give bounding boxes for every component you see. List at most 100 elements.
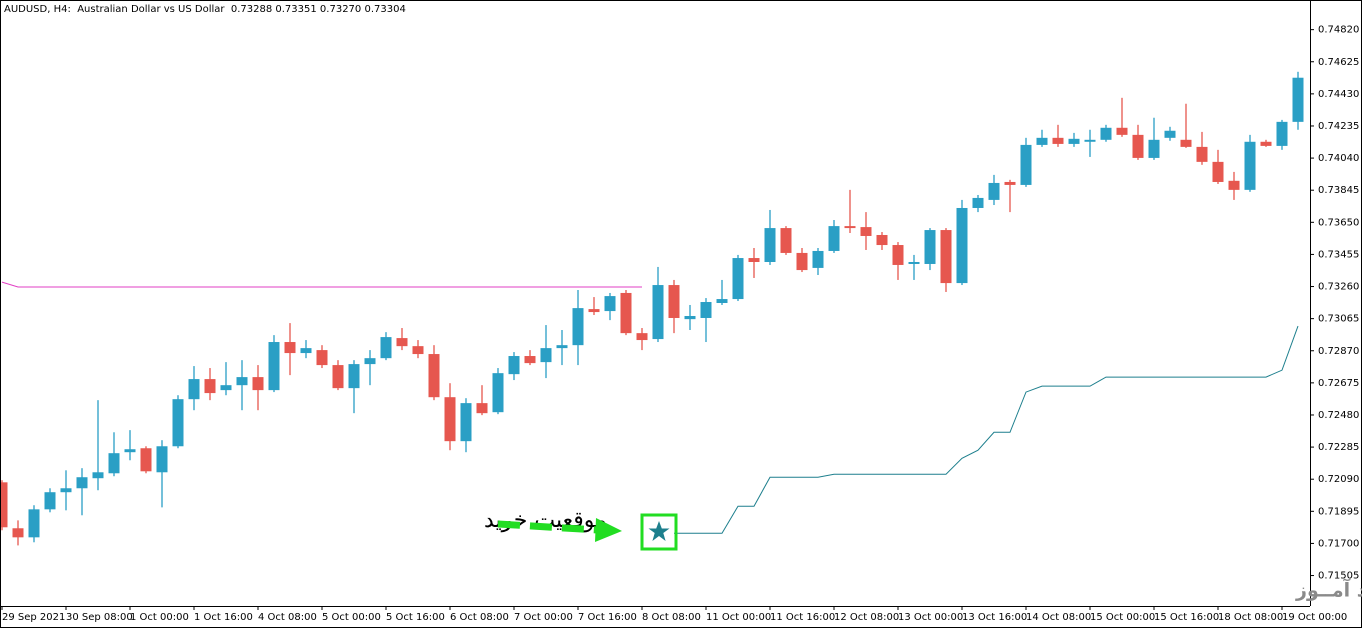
candle-body [412, 346, 424, 355]
plot-area [1, 71, 1304, 546]
y-tick-label: 0.71895 [1318, 506, 1359, 517]
candle-body [796, 252, 808, 271]
candle-body [364, 358, 376, 365]
candle-body [540, 348, 552, 363]
marker-box [640, 513, 678, 551]
candle-body [988, 182, 1000, 200]
candle-body [668, 285, 680, 318]
candle-body [508, 356, 520, 375]
candle-body [12, 528, 24, 538]
candle-body [732, 258, 744, 300]
x-tick-label: 13 Oct 00:00 [898, 612, 963, 623]
x-tick-label: 11 Oct 00:00 [706, 612, 771, 623]
candle-body [1, 482, 8, 528]
x-tick-label: 13 Oct 16:00 [962, 612, 1027, 623]
candle-body [748, 258, 760, 262]
y-tick-label: 0.73650 [1318, 217, 1359, 228]
chart-title: AUDUSD, H4: Australian Dollar vs US Doll… [4, 4, 406, 15]
candle-body [444, 397, 456, 442]
candle-body [60, 488, 72, 493]
candle-body [380, 337, 392, 359]
candle-body [252, 377, 264, 391]
candle-body [460, 403, 472, 442]
candle-body [1100, 127, 1112, 140]
y-tick-label: 0.71505 [1318, 571, 1359, 582]
candle-body [428, 354, 440, 398]
x-tick-label: 1 Oct 16:00 [194, 612, 253, 623]
x-tick-label: 15 Oct 00:00 [1090, 612, 1155, 623]
candle-body [316, 350, 328, 366]
candle-body [140, 448, 152, 472]
candle-body [652, 285, 664, 340]
x-tick-label: 19 Oct 00:00 [1282, 612, 1347, 623]
y-tick-label: 0.73260 [1318, 282, 1359, 293]
candle-body [188, 379, 200, 400]
candle-body [892, 245, 904, 265]
candle-body [556, 345, 568, 349]
candle-body [492, 373, 504, 413]
candle-body [1244, 141, 1256, 190]
y-tick-label: 0.74820 [1318, 25, 1359, 36]
candle-body [1180, 139, 1192, 147]
candle-body [476, 403, 488, 414]
candle-body [332, 365, 344, 389]
y-tick-label: 0.74625 [1318, 57, 1359, 68]
y-tick-label: 0.73065 [1318, 314, 1359, 325]
candle-body [300, 348, 312, 354]
candle-body [604, 296, 616, 312]
x-tick-label: 1 Oct 00:00 [130, 612, 189, 623]
candle-body [76, 477, 88, 489]
candle-body [1068, 138, 1080, 144]
candle-body [204, 379, 216, 394]
y-tick-label: 0.73845 [1318, 185, 1359, 196]
candle-body [236, 377, 248, 386]
candle-body [284, 342, 296, 354]
candle-body [828, 226, 840, 251]
candle-body [124, 449, 136, 453]
candle-body [812, 250, 824, 268]
candle-body [1084, 139, 1096, 142]
x-tick-label: 15 Oct 16:00 [1154, 612, 1219, 623]
x-tick-label: 29 Sep 2021 [2, 612, 65, 623]
candle-body [956, 207, 968, 284]
y-tick-label: 0.72090 [1318, 474, 1359, 485]
x-tick-label: 8 Oct 08:00 [642, 612, 701, 623]
candle-body [764, 228, 776, 262]
x-tick-label: 5 Oct 00:00 [322, 612, 381, 623]
candle-body [684, 316, 696, 320]
y-tick-label: 0.74040 [1318, 153, 1359, 164]
candle-body [348, 364, 360, 389]
y-tick-label: 0.74430 [1318, 89, 1359, 100]
candle-body [1260, 141, 1272, 146]
candle-body [220, 385, 232, 391]
arrow-head [595, 518, 622, 542]
candle-body [1116, 127, 1128, 135]
candle-body [1020, 144, 1032, 185]
x-tick-label: 7 Oct 00:00 [514, 612, 573, 623]
candle-body [1132, 134, 1144, 158]
candle-body [524, 356, 536, 364]
candle-body [1164, 130, 1176, 138]
candle-body [1196, 146, 1208, 162]
candle-body [1212, 161, 1224, 182]
candle-body [1148, 139, 1160, 158]
y-tick-label: 0.72480 [1318, 410, 1359, 421]
x-tick-label: 14 Oct 08:00 [1026, 612, 1091, 623]
arrow [497, 518, 622, 542]
watermark: انتشار در وبسایت ســود آمــوز [1295, 578, 1362, 602]
candle-body [716, 299, 728, 303]
candle-body [396, 338, 408, 347]
y-tick-label: 0.71700 [1318, 538, 1359, 549]
candle-body [44, 492, 56, 510]
candle-body [940, 230, 952, 284]
arrow-shaft [497, 520, 599, 534]
candle-body [1292, 77, 1304, 122]
candle-body [588, 309, 600, 313]
candle-body [108, 453, 120, 474]
candle-body [92, 472, 104, 479]
candle-body [1228, 180, 1240, 190]
candle-body [876, 234, 888, 246]
candle-body [1276, 121, 1288, 146]
